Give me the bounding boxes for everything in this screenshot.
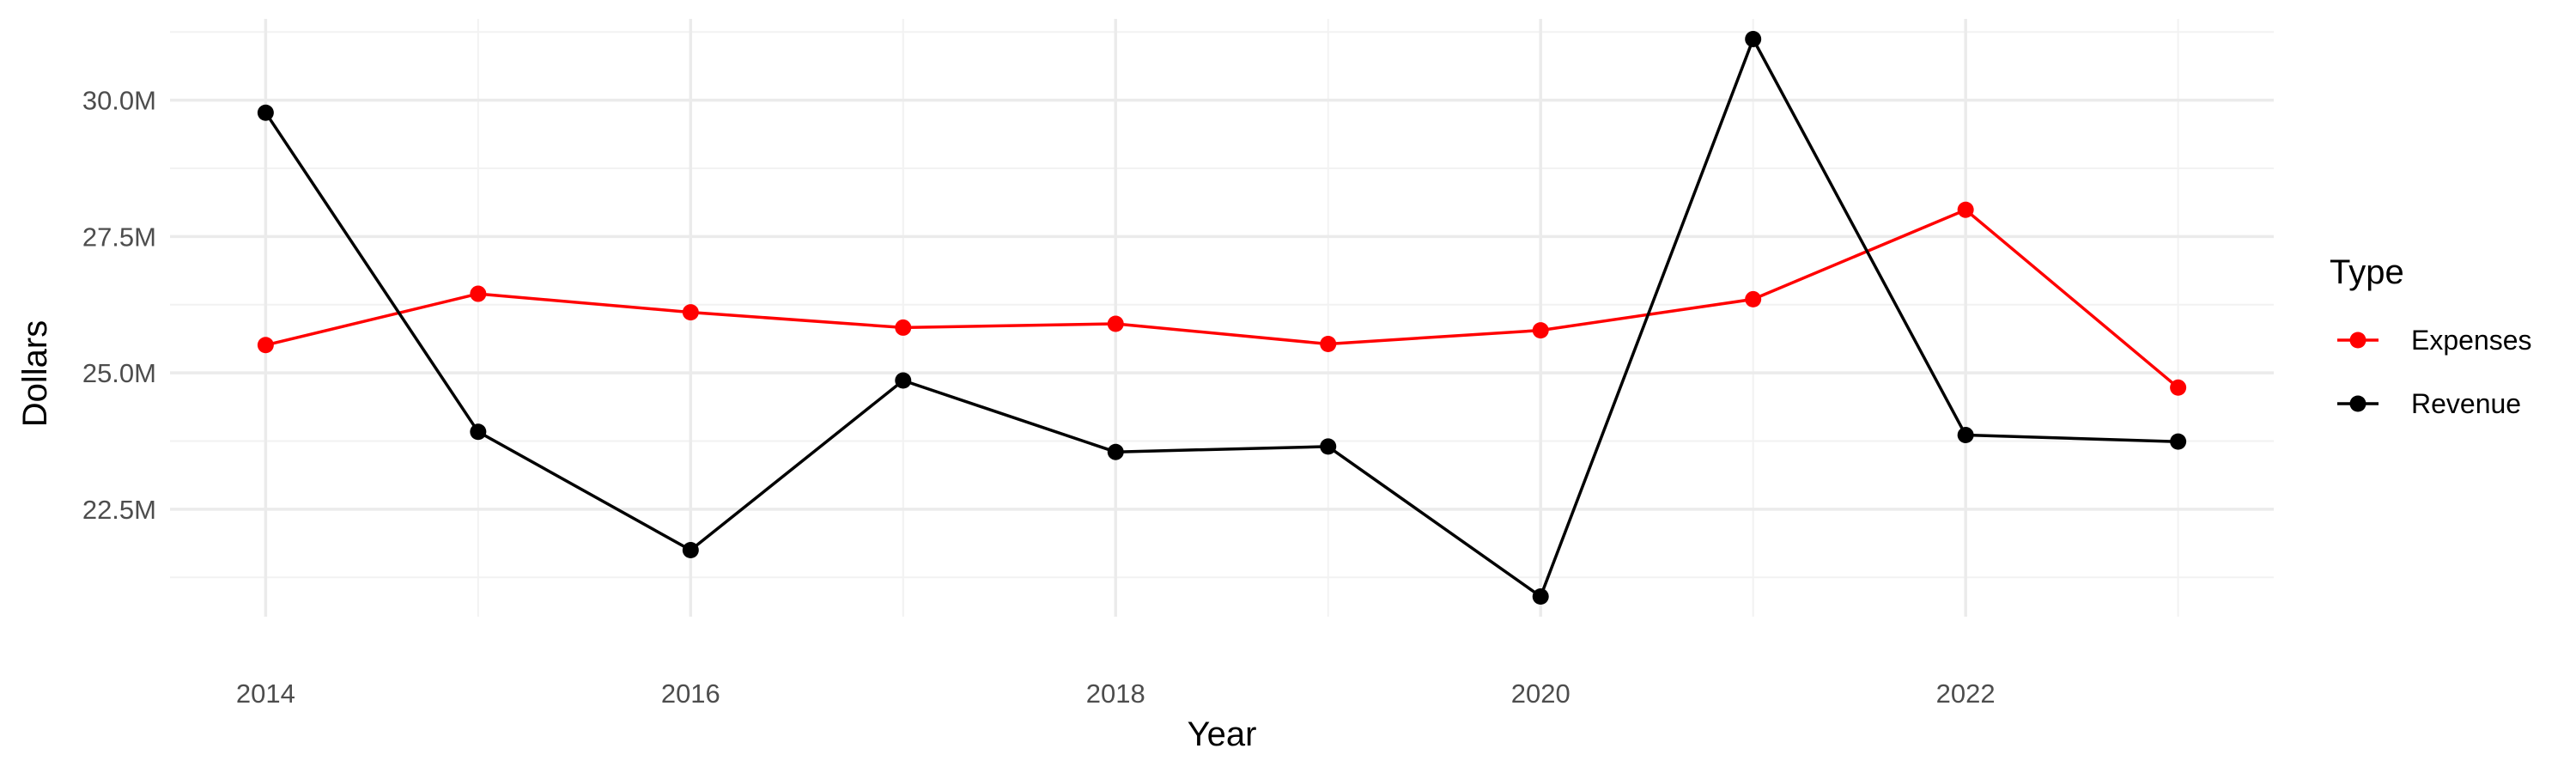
y-tick-label: 22.5M [82,495,156,525]
x-tick-label: 2022 [1936,679,1996,709]
data-point-revenue [470,423,487,441]
x-axis-tick-labels: 2014 2016 2018 2020 2022 [236,679,1996,709]
data-point-expenses [1320,335,1337,352]
series-line-revenue [264,37,2178,599]
data-point-expenses [895,319,912,336]
data-point-expenses [257,337,274,354]
data-point-expenses [1532,322,1549,339]
data-point-expenses [1107,315,1124,332]
x-tick-label: 2016 [661,679,720,709]
data-point-expenses [1957,201,1974,218]
data-point-expenses [2170,379,2187,396]
legend-label: Expenses [2411,325,2532,356]
series-lines [264,37,2179,599]
y-tick-label: 27.5M [82,222,156,252]
y-tick-label: 30.0M [82,86,156,116]
data-point-revenue [682,542,699,559]
y-axis-tick-labels: 22.5M 25.0M 27.5M 30.0M [82,86,156,525]
data-point-revenue [1532,588,1549,606]
data-point-revenue [1745,30,1762,47]
data-point-revenue [2170,433,2187,450]
y-axis-title: Dollars [16,320,54,427]
legend-key-point [2349,332,2366,349]
data-point-expenses [682,304,699,321]
x-tick-label: 2014 [236,679,295,709]
x-tick-label: 2018 [1086,679,1145,709]
series-line-expenses [264,208,2179,389]
x-axis-title: Year [1188,715,1257,753]
data-point-revenue [1107,443,1124,460]
minor-gridlines [170,19,2274,617]
data-point-revenue [1957,427,1974,444]
series-points [257,30,2187,606]
x-tick-label: 2020 [1511,679,1571,709]
data-point-revenue [1320,438,1337,455]
legend: Type Expenses Revenue [2330,253,2532,419]
data-point-revenue [895,372,912,389]
legend-items: Expenses Revenue [2337,325,2532,419]
legend-label: Revenue [2411,388,2521,419]
y-tick-label: 25.0M [82,358,156,388]
legend-title: Type [2330,253,2404,291]
data-point-expenses [470,285,487,302]
data-point-expenses [1745,290,1762,307]
legend-key-point [2349,395,2366,412]
data-point-revenue [257,104,274,121]
